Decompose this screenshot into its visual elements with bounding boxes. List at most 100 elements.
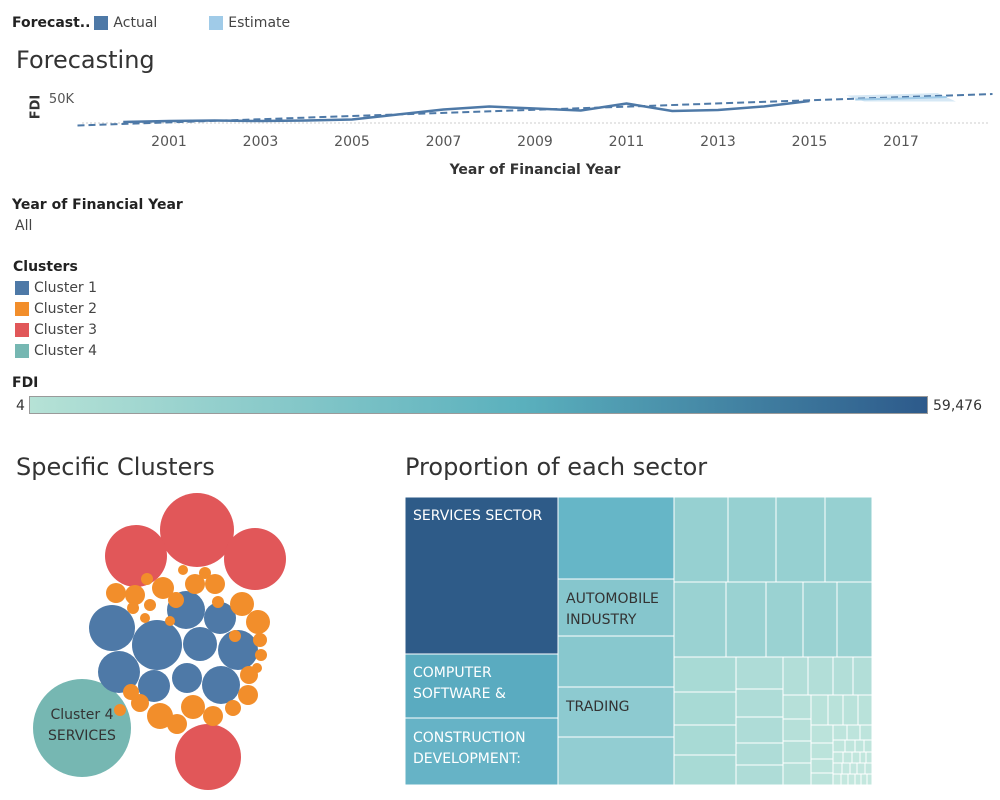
treemap-cell[interactable]	[840, 773, 849, 785]
cluster-2-bubble[interactable]	[203, 706, 223, 726]
cluster-1-bubble[interactable]	[98, 651, 140, 693]
treemap-cell[interactable]	[824, 497, 873, 583]
cluster-1-bubble[interactable]	[172, 663, 202, 693]
cluster-1-bubble[interactable]	[218, 630, 258, 670]
cluster-2-bubble[interactable]	[141, 573, 153, 585]
cluster-2-bubble[interactable]	[181, 695, 205, 719]
cluster-2-bubble[interactable]	[147, 703, 173, 729]
year-filter-value[interactable]: All	[15, 218, 33, 234]
cluster-legend-item-1[interactable]: Cluster 1	[15, 277, 97, 298]
cluster-1-bubble[interactable]	[204, 602, 236, 634]
cluster-2-bubble[interactable]	[255, 649, 267, 661]
treemap-cell[interactable]	[727, 497, 777, 583]
treemap-cell[interactable]	[802, 581, 838, 658]
treemap-cell[interactable]	[807, 656, 834, 696]
cluster-2-bubble[interactable]	[225, 700, 241, 716]
cluster-2-bubble[interactable]	[185, 574, 205, 594]
treemap-cell[interactable]	[405, 653, 559, 719]
cluster-1-bubble[interactable]	[202, 666, 240, 704]
cluster-2-bubble[interactable]	[238, 685, 258, 705]
cluster-2-bubble[interactable]	[246, 610, 270, 634]
treemap-cell[interactable]	[842, 751, 853, 764]
treemap-cell[interactable]	[673, 581, 727, 658]
cluster-2-bubble[interactable]	[230, 592, 254, 616]
treemap-cell[interactable]	[735, 764, 784, 785]
treemap-cell[interactable]	[849, 762, 858, 775]
treemap-cell[interactable]	[863, 739, 873, 753]
treemap-cell[interactable]	[832, 656, 854, 696]
treemap-cell[interactable]	[832, 739, 846, 753]
treemap-cell[interactable]	[725, 581, 767, 658]
treemap-cell[interactable]	[859, 724, 873, 741]
estimate-line[interactable]	[855, 96, 947, 101]
treemap-cell[interactable]	[832, 773, 842, 785]
treemap-cell[interactable]	[864, 762, 873, 775]
treemap-cell[interactable]	[782, 740, 812, 764]
treemap-cell[interactable]	[832, 724, 848, 741]
treemap-cell[interactable]	[854, 773, 862, 785]
cluster-2-bubble[interactable]	[152, 577, 174, 599]
treemap-cell[interactable]	[859, 751, 867, 764]
treemap-cell[interactable]	[782, 656, 809, 696]
treemap-cell[interactable]	[405, 717, 559, 785]
treemap-cell[interactable]	[852, 656, 873, 696]
treemap-cell[interactable]	[841, 762, 851, 775]
cluster-3-bubble[interactable]	[224, 528, 286, 590]
treemap-cell[interactable]	[673, 691, 737, 726]
treemap-cell[interactable]	[673, 724, 737, 756]
treemap-cell[interactable]	[673, 656, 737, 693]
treemap-cell[interactable]	[765, 581, 804, 658]
treemap-cell[interactable]	[557, 635, 675, 688]
treemap-cell[interactable]	[673, 497, 729, 583]
cluster-2-bubble[interactable]	[253, 633, 267, 647]
cluster-1-bubble[interactable]	[89, 605, 135, 651]
treemap-cell[interactable]	[810, 694, 829, 726]
treemap-cell[interactable]	[557, 736, 675, 785]
cluster-2-bubble[interactable]	[205, 574, 225, 594]
treemap-cell[interactable]	[832, 762, 843, 775]
cluster-legend-item-2[interactable]: Cluster 2	[15, 298, 97, 319]
cluster-2-bubble[interactable]	[165, 616, 175, 626]
treemap-cell[interactable]	[782, 694, 812, 720]
actual-line[interactable]	[123, 99, 810, 124]
cluster-legend-item-3[interactable]: Cluster 3	[15, 319, 97, 340]
treemap-cell[interactable]	[866, 773, 873, 785]
cluster-2-bubble[interactable]	[144, 599, 156, 611]
cluster-2-bubble[interactable]	[123, 684, 139, 700]
cluster-2-bubble[interactable]	[114, 704, 126, 716]
treemap-cell[interactable]	[557, 497, 675, 580]
cluster-2-bubble[interactable]	[199, 567, 211, 579]
treemap-cell[interactable]	[673, 754, 737, 785]
treemap-cell[interactable]	[782, 718, 812, 742]
cluster-2-bubble[interactable]	[178, 565, 188, 575]
cluster-2-bubble[interactable]	[229, 630, 241, 642]
treemap-cell[interactable]	[735, 656, 784, 690]
cluster-1-bubble[interactable]	[132, 620, 182, 670]
cluster-2-bubble[interactable]	[125, 585, 145, 605]
cluster-2-bubble[interactable]	[127, 602, 139, 614]
treemap-cell[interactable]	[844, 739, 856, 753]
treemap-cell[interactable]	[405, 497, 559, 655]
treemap-cell[interactable]	[836, 581, 873, 658]
treemap-cell[interactable]	[854, 739, 865, 753]
treemap-cell[interactable]	[810, 742, 834, 760]
cluster-1-bubble[interactable]	[138, 670, 170, 702]
cluster-2-bubble[interactable]	[252, 663, 262, 673]
treemap-cell[interactable]	[782, 762, 812, 785]
treemap-cell[interactable]	[810, 724, 834, 744]
treemap-cell[interactable]	[557, 578, 675, 637]
legend-entry-estimate[interactable]: Estimate	[209, 15, 290, 31]
treemap-cell[interactable]	[846, 724, 861, 741]
treemap-cell[interactable]	[810, 758, 834, 774]
treemap-cell[interactable]	[735, 716, 784, 744]
treemap-cell[interactable]	[735, 688, 784, 718]
treemap-cell[interactable]	[851, 751, 861, 764]
cluster-3-bubble[interactable]	[105, 525, 167, 587]
treemap-cell[interactable]	[827, 694, 844, 726]
cluster-2-bubble[interactable]	[212, 596, 224, 608]
cluster-2-bubble[interactable]	[140, 613, 150, 623]
treemap-cell[interactable]	[857, 694, 873, 726]
treemap-cell[interactable]	[856, 762, 866, 775]
treemap-cell[interactable]	[775, 497, 826, 583]
cluster-1-bubble[interactable]	[183, 627, 217, 661]
